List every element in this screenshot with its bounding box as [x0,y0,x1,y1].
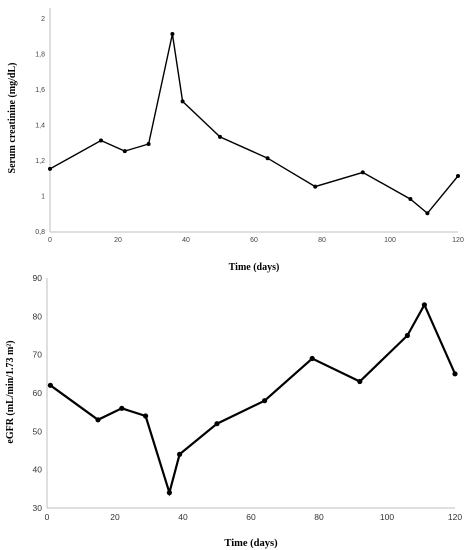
y-tick-label: 2 [41,16,45,23]
y-tick-label: 1 [41,194,45,201]
data-point [218,134,222,139]
data-point [177,451,183,457]
data-point [99,138,103,143]
y-tick-label: 0,8 [35,229,45,236]
x-tick-label: 120 [452,237,464,244]
data-point [170,31,175,36]
x-tick-label: 80 [314,512,324,522]
x-tick-label: 20 [110,512,120,522]
data-point [360,170,365,175]
data-point [122,149,127,154]
x-tick-label: 40 [178,512,188,522]
data-point [262,398,268,404]
data-point [180,99,185,104]
data-point [95,417,101,423]
x-tick-label: 100 [380,512,394,522]
data-point [456,173,460,178]
y-tick-label: 40 [33,465,43,475]
data-point [48,166,52,171]
y-tick-label: 1,8 [35,52,45,59]
y-tick-label: 30 [33,503,43,513]
x-tick-label: 20 [114,237,122,244]
y-tick-label: 1,2 [35,158,45,165]
x-tick-label: 100 [384,237,396,244]
x-axis-title: Time (days) [224,538,278,549]
y-tick-label: 80 [33,311,43,321]
series-line [49,33,459,215]
x-tick-label: 80 [318,237,326,244]
chart-egfr: 30 40 50 60 70 80 90 0 20 40 60 80 100 120 Time (day… [5,273,462,549]
data-point [47,382,54,388]
data-point [166,490,172,496]
x-axis-title: Time (days) [229,262,280,273]
x-tick-label: 0 [45,512,50,522]
data-point [408,197,413,202]
y-tick-label: 90 [33,273,43,283]
series-line [49,302,457,497]
y-axis-title: Serum creatinine (mg/dL) [7,63,18,174]
data-point [214,421,220,427]
data-point [146,142,151,147]
y-tick-label: 1,6 [35,87,45,94]
chart-serum-creatinine: 0,8 1 1,2 1,4 1,6 1,8 2 0 20 40 60 80 100 120 Time (… [7,8,464,273]
data-point [119,405,125,411]
y-tick-label: 70 [33,350,43,360]
y-axis-title: eGFR (mL/min/1.73 m²) [5,340,16,443]
data-point [421,302,427,308]
x-tick-label: 40 [182,237,190,244]
data-point [313,184,318,189]
data-point [452,371,458,377]
data-point [404,332,410,339]
data-point [309,355,315,362]
y-tick-label: 50 [33,426,43,436]
y-tick-label: 60 [33,388,43,398]
data-point [143,413,149,419]
x-tick-label: 60 [246,512,256,522]
y-tick-label: 1,4 [35,123,45,130]
data-point [425,211,430,216]
x-tick-label: 120 [448,512,462,522]
data-point [265,156,270,161]
x-tick-label: 0 [48,237,52,244]
x-tick-label: 60 [250,237,258,244]
data-point [357,378,363,385]
